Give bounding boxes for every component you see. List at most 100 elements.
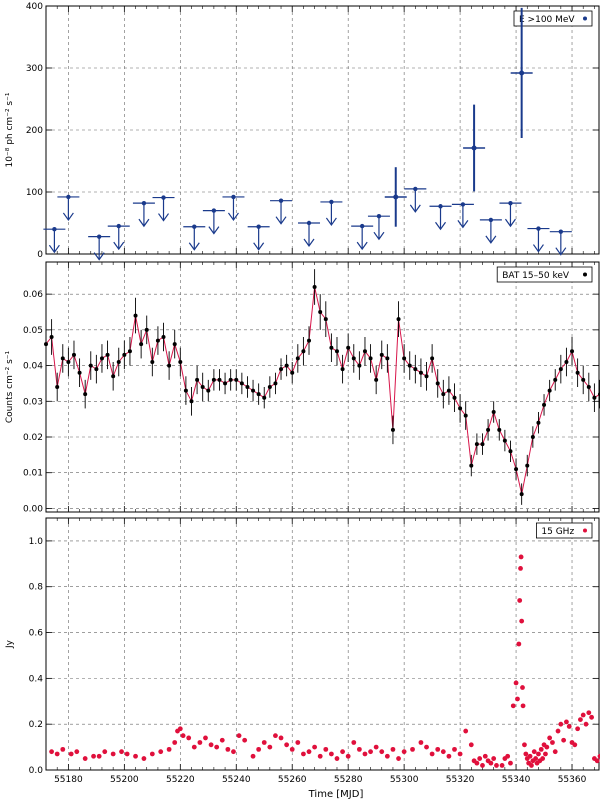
x-tick-label: 55240 [222,775,251,785]
bat-data-point [161,322,166,352]
radio-flux-point [273,733,278,739]
radio-flux-point [49,749,54,755]
bat-data-point [441,379,446,409]
bat-data-point [446,376,451,405]
bat-marker [385,356,390,361]
upper-limit-arrow-head [93,252,105,261]
radio-flux-point [508,760,513,766]
upper-limit-mark [202,208,225,235]
bat-data-point [463,401,468,430]
legend-label: BAT 15–50 keV [502,271,570,281]
bat-marker [83,392,88,397]
gamma-ray-panel: 0 100 200 300 400 10⁻⁸ ph cm⁻² s⁻¹ E >100 MeV [5,2,600,261]
bat-data-point [262,387,267,409]
radio-flux-point [597,753,600,759]
bat-marker [508,449,513,454]
bat-data-point [586,372,591,402]
radio-flux-point [54,751,60,757]
radio-flux-point [340,749,345,755]
radio-flux-point [518,566,523,571]
radio-flux-point [96,753,102,759]
radio-flux-point [102,749,108,755]
bat-data-point [284,354,289,377]
bat-marker [66,360,71,364]
radio-flux-point [566,724,572,729]
bat-marker [357,363,362,368]
radio-flux-point [505,753,511,759]
radio-flux-point [586,710,592,716]
upper-limit-mark [527,226,550,253]
bat-data-point [155,326,160,355]
bat-marker [256,392,261,397]
radio-flux-point [529,763,534,768]
bat-marker [413,367,418,372]
bat-data-point [245,376,250,398]
bat-data-point [390,415,395,445]
bat-data-point [122,340,127,370]
y-tick-label: 0.6 [29,629,44,639]
radio-flux-point [516,641,522,647]
y-axis-label: 10⁻⁸ ph cm⁻² s⁻¹ [5,92,15,167]
upper-limit-arrow-head [485,235,497,244]
x-tick-label: 55360 [558,775,587,785]
upper-limit-mark [499,200,522,228]
y-tick-label: 0.02 [23,433,43,443]
bat-marker [195,377,200,382]
radio-flux-point [197,740,203,745]
upper-limit-point [161,195,166,200]
upper-limit-point [488,217,494,223]
bat-data-point [234,369,239,391]
bat-marker [564,360,569,364]
upper-limit-mark [247,224,270,251]
bat-data-point [172,329,177,359]
bat-xray-panel: 0.00 0.01 0.02 0.03 0.04 0.05 0.06 Counts cm⁻² … [5,261,600,514]
detection-point [463,104,486,192]
bat-marker [491,410,496,414]
bat-data-point [49,319,54,355]
upper-limit-point [359,223,365,229]
plot-frame [45,517,600,771]
bat-data-point [435,369,440,398]
y-tick-label: 0.03 [23,397,43,407]
radio-flux-point [158,749,164,755]
y-axis-label: Jy [5,639,15,649]
upper-limit-mark [107,223,130,251]
radio-flux-point [544,744,550,750]
radio-flux-point [510,703,516,709]
radio-flux-point [256,746,262,752]
radio-flux-point [533,756,539,761]
upper-limit-arrow-head [253,242,265,251]
radio-flux-point [540,756,546,761]
upper-limit-mark [183,224,206,251]
radio-flux-point [435,746,441,752]
bat-marker [273,381,278,386]
radio-flux-point [289,746,295,752]
upper-limit-arrow-head [555,247,567,256]
bat-data-point [374,365,379,395]
upper-limit-mark [43,227,66,254]
bat-data-point [402,344,407,373]
radio-flux-point [520,685,525,690]
y-tick-label: 400 [26,2,43,12]
bat-marker [105,352,110,357]
radio-flux-point [543,751,548,757]
bat-data-point [592,383,597,412]
radio-flux-point [513,680,519,686]
radio-flux-point [278,735,284,741]
bat-data-point [536,412,541,434]
legend-label: 15 GHz [541,527,574,537]
radio-flux-point [488,760,494,766]
radio-flux-point [334,756,340,761]
bat-marker [536,420,541,425]
radio-flux-point [133,753,138,759]
bat-data-point [290,362,295,384]
bat-data-point [66,347,71,377]
bat-marker [446,388,451,393]
bat-marker [480,442,485,447]
bat-marker [155,338,160,343]
bat-marker [239,381,244,386]
radio-flux-point [328,751,334,757]
bat-data-point [424,362,429,391]
bat-data-point [469,454,474,477]
radio-flux-point [558,721,564,727]
